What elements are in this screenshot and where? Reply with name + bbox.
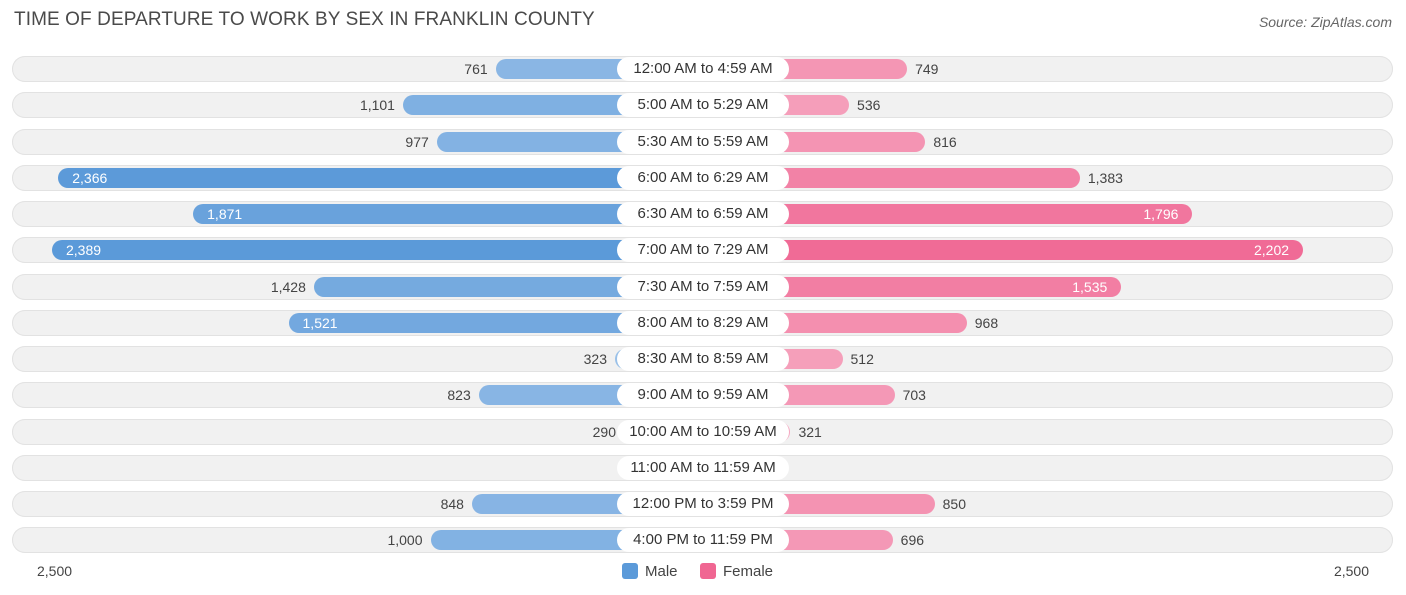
category-label: 5:30 AM to 5:59 AM — [617, 129, 789, 154]
legend-male: Male — [622, 561, 678, 581]
category-label: 6:30 AM to 6:59 AM — [617, 202, 789, 226]
value-male: 761 — [464, 61, 488, 77]
bar-male — [193, 204, 703, 224]
legend-female-swatch — [700, 563, 716, 579]
bar-male — [313, 276, 703, 297]
value-male: 823 — [447, 387, 471, 404]
value-female: 2,202 — [1254, 242, 1290, 259]
category-label: 5:00 AM to 5:29 AM — [617, 93, 789, 118]
value-female: 850 — [942, 496, 966, 512]
axis-tick-left: 2,500 — [37, 563, 73, 579]
category-label: 9:00 AM to 9:59 AM — [617, 383, 789, 408]
value-female: 1,383 — [1087, 169, 1123, 186]
category-label: 6:00 AM to 6:29 AM — [617, 165, 789, 190]
bar-female — [703, 204, 1193, 224]
value-male: 848 — [440, 496, 464, 512]
category-label: 7:30 AM to 7:59 AM — [617, 274, 789, 299]
bar-female — [703, 240, 1304, 261]
category-label: 8:30 AM to 8:59 AM — [617, 347, 789, 371]
value-female: 703 — [902, 387, 926, 404]
bar-male — [51, 240, 703, 261]
value-male: 2,366 — [72, 169, 108, 186]
value-male: 290 — [592, 423, 616, 440]
category-label: 7:00 AM to 7:29 AM — [617, 238, 789, 263]
value-female: 512 — [850, 351, 874, 367]
value-male: 1,428 — [270, 278, 306, 295]
value-female: 1,796 — [1143, 206, 1179, 222]
value-male: 1,871 — [207, 206, 243, 222]
legend-male-swatch — [622, 563, 638, 579]
legend-female-label: Female — [723, 562, 774, 580]
bar-male — [288, 312, 703, 333]
legend-male-label: Male — [645, 562, 678, 580]
value-male: 1,521 — [302, 314, 338, 331]
category-label: 12:00 PM to 3:59 PM — [617, 492, 789, 516]
category-label: 12:00 AM to 4:59 AM — [617, 57, 789, 81]
axis-tick-right: 2,500 — [1333, 563, 1369, 579]
value-male: 1,101 — [359, 97, 395, 114]
value-male: 2,389 — [65, 242, 102, 259]
value-female: 321 — [798, 423, 822, 440]
category-label: 4:00 PM to 11:59 PM — [617, 528, 789, 553]
category-label: 8:00 AM to 8:29 AM — [617, 310, 789, 335]
source-credit: Source: ZipAtlas.com — [1258, 14, 1392, 30]
chart-title: TIME OF DEPARTURE TO WORK BY SEX IN FRAN… — [14, 9, 595, 30]
value-male: 1,000 — [387, 532, 423, 549]
legend-female: Female — [700, 561, 773, 581]
bar-female — [703, 167, 1080, 188]
category-label: 11:00 AM to 11:59 AM — [617, 455, 789, 480]
value-female: 749 — [915, 61, 939, 77]
value-male: 977 — [405, 133, 429, 150]
bar-female — [703, 276, 1122, 297]
value-female: 816 — [933, 133, 957, 150]
value-female: 536 — [857, 97, 881, 114]
category-label: 10:00 AM to 10:59 AM — [617, 419, 789, 444]
value-male: 323 — [583, 351, 607, 367]
value-female: 696 — [900, 532, 925, 549]
value-female: 968 — [974, 314, 999, 331]
value-female: 1,535 — [1072, 278, 1108, 295]
bar-male — [58, 167, 703, 188]
